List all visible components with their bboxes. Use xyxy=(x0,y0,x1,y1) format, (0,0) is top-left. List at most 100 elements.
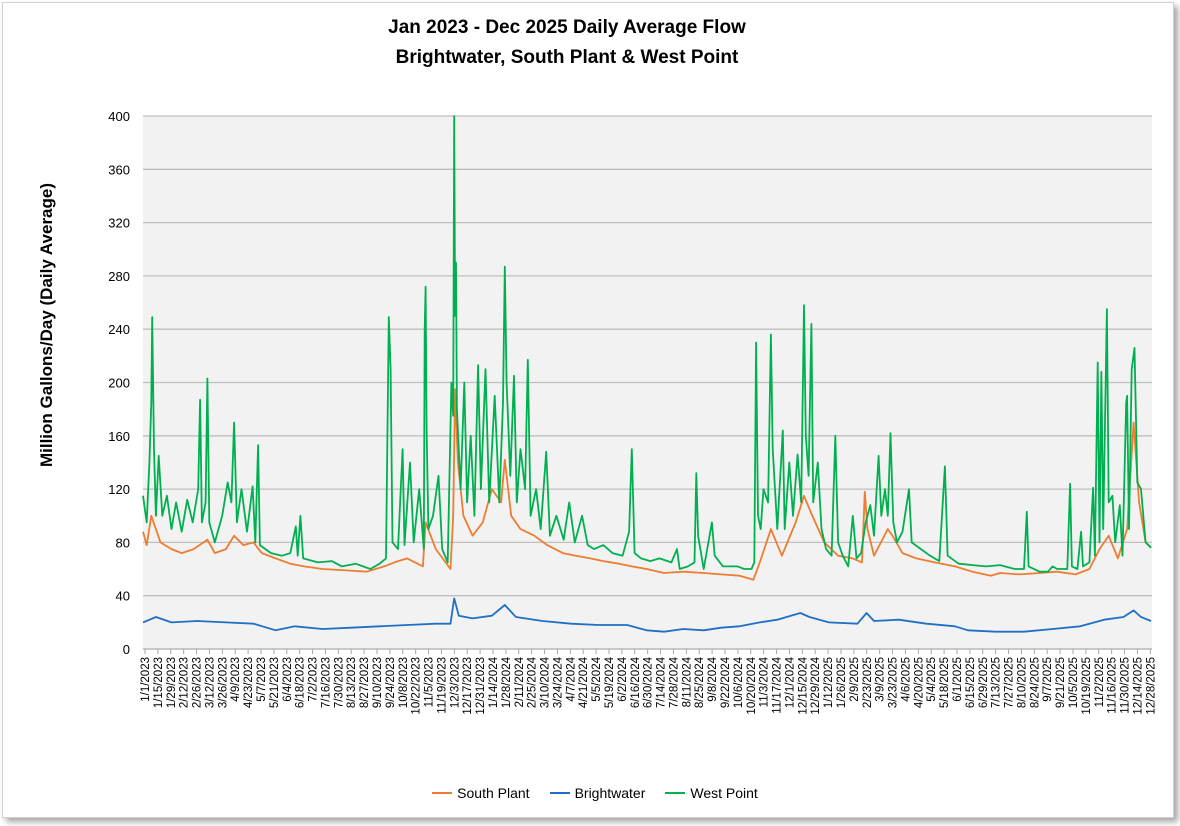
x-tick-label: 3/26/2023 xyxy=(217,657,229,708)
x-tick-label: 11/17/2024 xyxy=(772,656,784,713)
x-tick-label: 12/31/2023 xyxy=(475,657,487,715)
x-tick-label: 7/16/2023 xyxy=(320,657,332,708)
x-tick-label: 9/8/2024 xyxy=(707,656,719,701)
x-tick-label: 4/21/2024 xyxy=(578,656,590,708)
x-tick-label: 5/19/2024 xyxy=(604,656,616,708)
x-tick-label: 1/15/2023 xyxy=(153,657,165,708)
x-tick-label: 12/15/2024 xyxy=(797,656,809,714)
x-tick-label: 4/7/2024 xyxy=(565,656,577,701)
y-tick-label: 0 xyxy=(123,642,130,657)
x-tick-label: 10/5/2025 xyxy=(1068,657,1080,708)
x-tick-label: 10/19/2025 xyxy=(1081,657,1093,715)
x-tick-label: 6/15/2025 xyxy=(965,657,977,708)
legend-label: South Plant xyxy=(457,785,530,801)
x-tick-label: 1/28/2024 xyxy=(501,656,513,708)
x-tick-label: 6/1/2025 xyxy=(952,657,964,702)
x-tick-label: 6/4/2023 xyxy=(282,657,294,702)
x-tick-label: 12/1/2024 xyxy=(784,656,796,708)
x-tick-label: 2/12/2023 xyxy=(179,657,191,708)
x-tick-label: 1/26/2025 xyxy=(836,657,848,708)
x-tick-label: 2/9/2025 xyxy=(849,657,861,702)
x-tick-label: 8/24/2025 xyxy=(1029,657,1041,708)
x-tick-label: 8/11/2024 xyxy=(681,656,693,707)
x-tick-label: 6/2/2024 xyxy=(617,656,629,701)
x-tick-label: 7/13/2025 xyxy=(991,657,1003,708)
x-tick-label: 3/24/2024 xyxy=(552,656,564,708)
x-tick-label: 10/6/2024 xyxy=(733,656,745,708)
x-tick-label: 11/19/2023 xyxy=(436,657,448,714)
x-tick-label: 6/16/2024 xyxy=(630,656,642,708)
x-tick-label: 3/10/2024 xyxy=(540,656,552,708)
x-tick-label: 5/5/2024 xyxy=(591,656,603,701)
legend-item-south-plant: South Plant xyxy=(432,785,530,801)
x-tick-label: 11/30/2025 xyxy=(1120,657,1132,714)
chart-subtitle: Brightwater, South Plant & West Point xyxy=(395,47,739,68)
series-line-west-point xyxy=(142,115,1152,573)
y-tick-label: 280 xyxy=(108,269,130,284)
x-tick-label: 12/14/2025 xyxy=(1132,657,1144,715)
x-tick-label: 6/18/2023 xyxy=(295,657,307,708)
y-tick-label: 80 xyxy=(116,535,130,550)
x-tick-label: 7/30/2023 xyxy=(333,657,345,708)
x-tick-label: 10/20/2024 xyxy=(746,656,758,714)
y-tick-label: 240 xyxy=(108,322,130,337)
x-tick-label: 5/4/2025 xyxy=(926,657,938,702)
x-tick-label: 9/7/2025 xyxy=(1042,657,1054,702)
x-tick-label: 8/13/2023 xyxy=(346,657,358,708)
chart-title: Jan 2023 - Dec 2025 Daily Average Flow xyxy=(388,17,746,38)
y-tick-label: 320 xyxy=(108,216,130,231)
x-tick-label: 11/16/2025 xyxy=(1107,657,1119,714)
x-tick-label: 3/9/2025 xyxy=(875,657,887,702)
x-tick-label: 12/3/2023 xyxy=(449,657,461,708)
x-tick-label: 5/18/2025 xyxy=(939,657,951,708)
x-tick-label: 9/10/2023 xyxy=(372,657,384,708)
x-tick-label: 10/22/2023 xyxy=(411,657,423,715)
legend-swatch xyxy=(665,792,686,794)
x-tick-label: 12/28/2025 xyxy=(1145,657,1157,715)
x-tick-label: 11/2/2025 xyxy=(1094,657,1106,707)
x-tick-label: 5/7/2023 xyxy=(256,657,268,702)
x-tick-label: 3/12/2023 xyxy=(204,657,216,708)
x-tick-label: 12/17/2023 xyxy=(462,657,474,715)
legend-label: Brightwater xyxy=(574,785,646,801)
series-line-south-plant xyxy=(142,388,1152,581)
x-tick-label: 4/20/2025 xyxy=(913,657,925,708)
x-tick-label: 7/28/2024 xyxy=(668,656,680,708)
x-tick-label: 2/25/2024 xyxy=(527,656,539,708)
x-tick-label: 9/22/2024 xyxy=(720,656,732,708)
y-tick-label: 400 xyxy=(108,109,130,124)
x-tick-label: 1/1/2023 xyxy=(140,657,152,702)
x-tick-label: 4/23/2023 xyxy=(243,657,255,708)
x-tick-label: 2/11/2024 xyxy=(514,656,526,707)
x-tick-label: 9/21/2025 xyxy=(1055,657,1067,708)
x-tick-label: 2/26/2023 xyxy=(192,657,204,708)
legend-swatch xyxy=(549,792,570,794)
y-tick-label: 200 xyxy=(108,376,130,391)
x-tick-label: 1/29/2023 xyxy=(166,657,178,708)
x-tick-label: 7/14/2024 xyxy=(656,656,668,708)
x-tick-label: 1/12/2025 xyxy=(823,657,835,708)
x-tick-label: 6/29/2025 xyxy=(978,657,990,708)
x-tick-label: 1/14/2024 xyxy=(488,656,500,708)
legend: South Plant Brightwater West Point xyxy=(0,785,1180,801)
y-tick-label: 160 xyxy=(108,429,130,444)
y-tick-label: 120 xyxy=(108,482,130,497)
x-tick-label: 3/23/2025 xyxy=(888,657,900,708)
y-tick-label: 360 xyxy=(108,162,130,177)
series-line-brightwater xyxy=(142,597,1152,633)
x-tick-label: 11/5/2023 xyxy=(424,657,436,707)
y-tick-label: 40 xyxy=(116,589,130,604)
x-tick-label: 12/29/2024 xyxy=(810,656,822,714)
x-tick-label: 8/25/2024 xyxy=(694,656,706,708)
x-tick-label: 7/2/2023 xyxy=(308,657,320,702)
x-tick-label: 4/6/2025 xyxy=(900,657,912,702)
x-tick-label: 2/23/2025 xyxy=(862,657,874,708)
x-tick-label: 9/24/2023 xyxy=(385,657,397,708)
x-tick-label: 7/27/2025 xyxy=(1004,657,1016,708)
legend-item-brightwater: Brightwater xyxy=(549,785,646,801)
x-tick-label: 11/3/2024 xyxy=(759,656,771,707)
x-tick-label: 8/10/2025 xyxy=(1016,657,1028,708)
x-tick-label: 8/27/2023 xyxy=(359,657,371,708)
legend-item-west-point: West Point xyxy=(665,785,758,801)
